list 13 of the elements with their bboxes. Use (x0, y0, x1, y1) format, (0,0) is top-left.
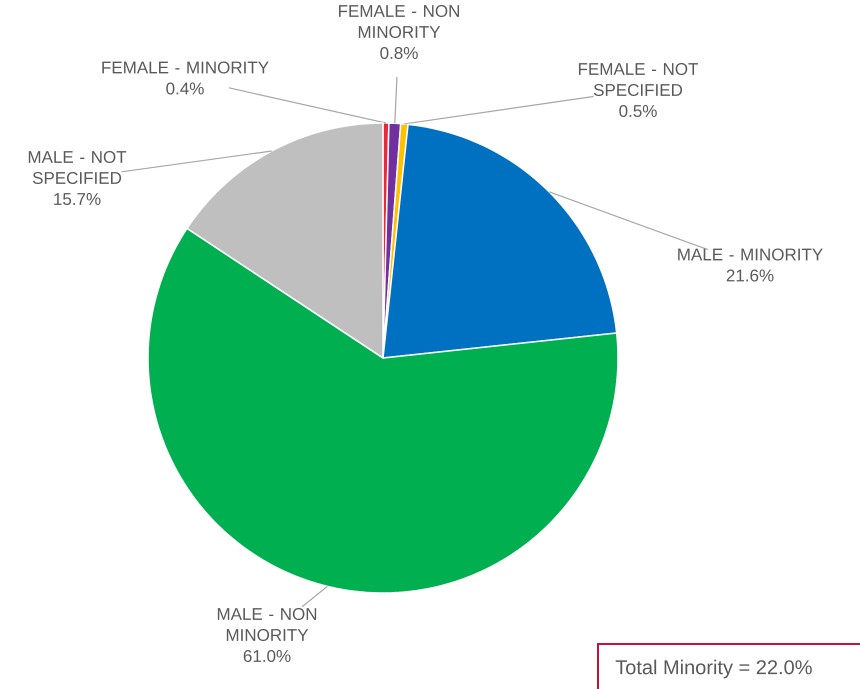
slice-label: MALE - NON MINORITY (218, 608, 316, 642)
data-label: 0.5% (619, 104, 657, 118)
slice-label: FEMALE - NON MINORITY (339, 4, 459, 38)
data-label: 61.0% (244, 650, 290, 662)
slice-label: MALE - NOT SPECIFIED (28, 150, 126, 184)
data-label: 0.4% (166, 82, 204, 95)
slice-label: FEMALE - NOT SPECIFIED (578, 62, 698, 96)
slice-label: MALE - MINORITY (678, 248, 823, 261)
data-label: 21.6% (726, 269, 774, 282)
data-label: 15.7% (54, 193, 101, 206)
slice-label: FEMALE - MINORITY (102, 61, 269, 74)
text: Total Minority = 22.0% (616, 660, 812, 678)
data-label: 0.8% (380, 46, 418, 60)
